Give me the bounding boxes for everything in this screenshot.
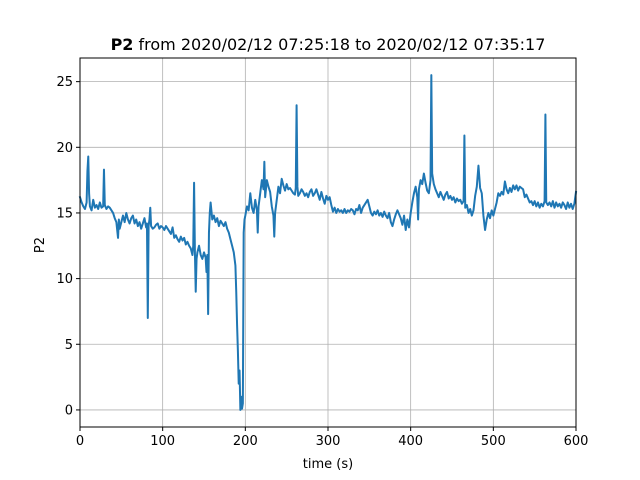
y-tick-label: 20	[56, 141, 73, 156]
chart-title: P2 from 2020/02/12 07:25:18 to 2020/02/1…	[111, 35, 546, 54]
chart-title-range: from 2020/02/12 07:25:18 to 2020/02/12 0…	[133, 35, 545, 54]
y-tick-label: 0	[65, 403, 73, 418]
x-tick-label: 500	[481, 434, 506, 449]
x-tick-label: 600	[564, 434, 589, 449]
y-tick-label: 10	[56, 272, 73, 287]
chart-title-variable: P2	[111, 35, 134, 54]
x-tick-label: 100	[150, 434, 175, 449]
x-axis-label: time (s)	[303, 457, 353, 472]
y-tick-label: 25	[56, 75, 73, 90]
x-tick-label: 200	[233, 434, 258, 449]
plot-area: 0 100 200 300 400 500 600 0 5 10 15 20 25	[56, 57, 589, 449]
y-tick-label: 15	[56, 206, 73, 221]
x-tick-label: 400	[398, 434, 423, 449]
y-tick-label: 5	[65, 338, 73, 353]
y-axis-label: P2	[33, 237, 48, 253]
x-tick-label: 300	[316, 434, 341, 449]
x-tick-label: 0	[76, 434, 84, 449]
series-line	[78, 74, 578, 411]
